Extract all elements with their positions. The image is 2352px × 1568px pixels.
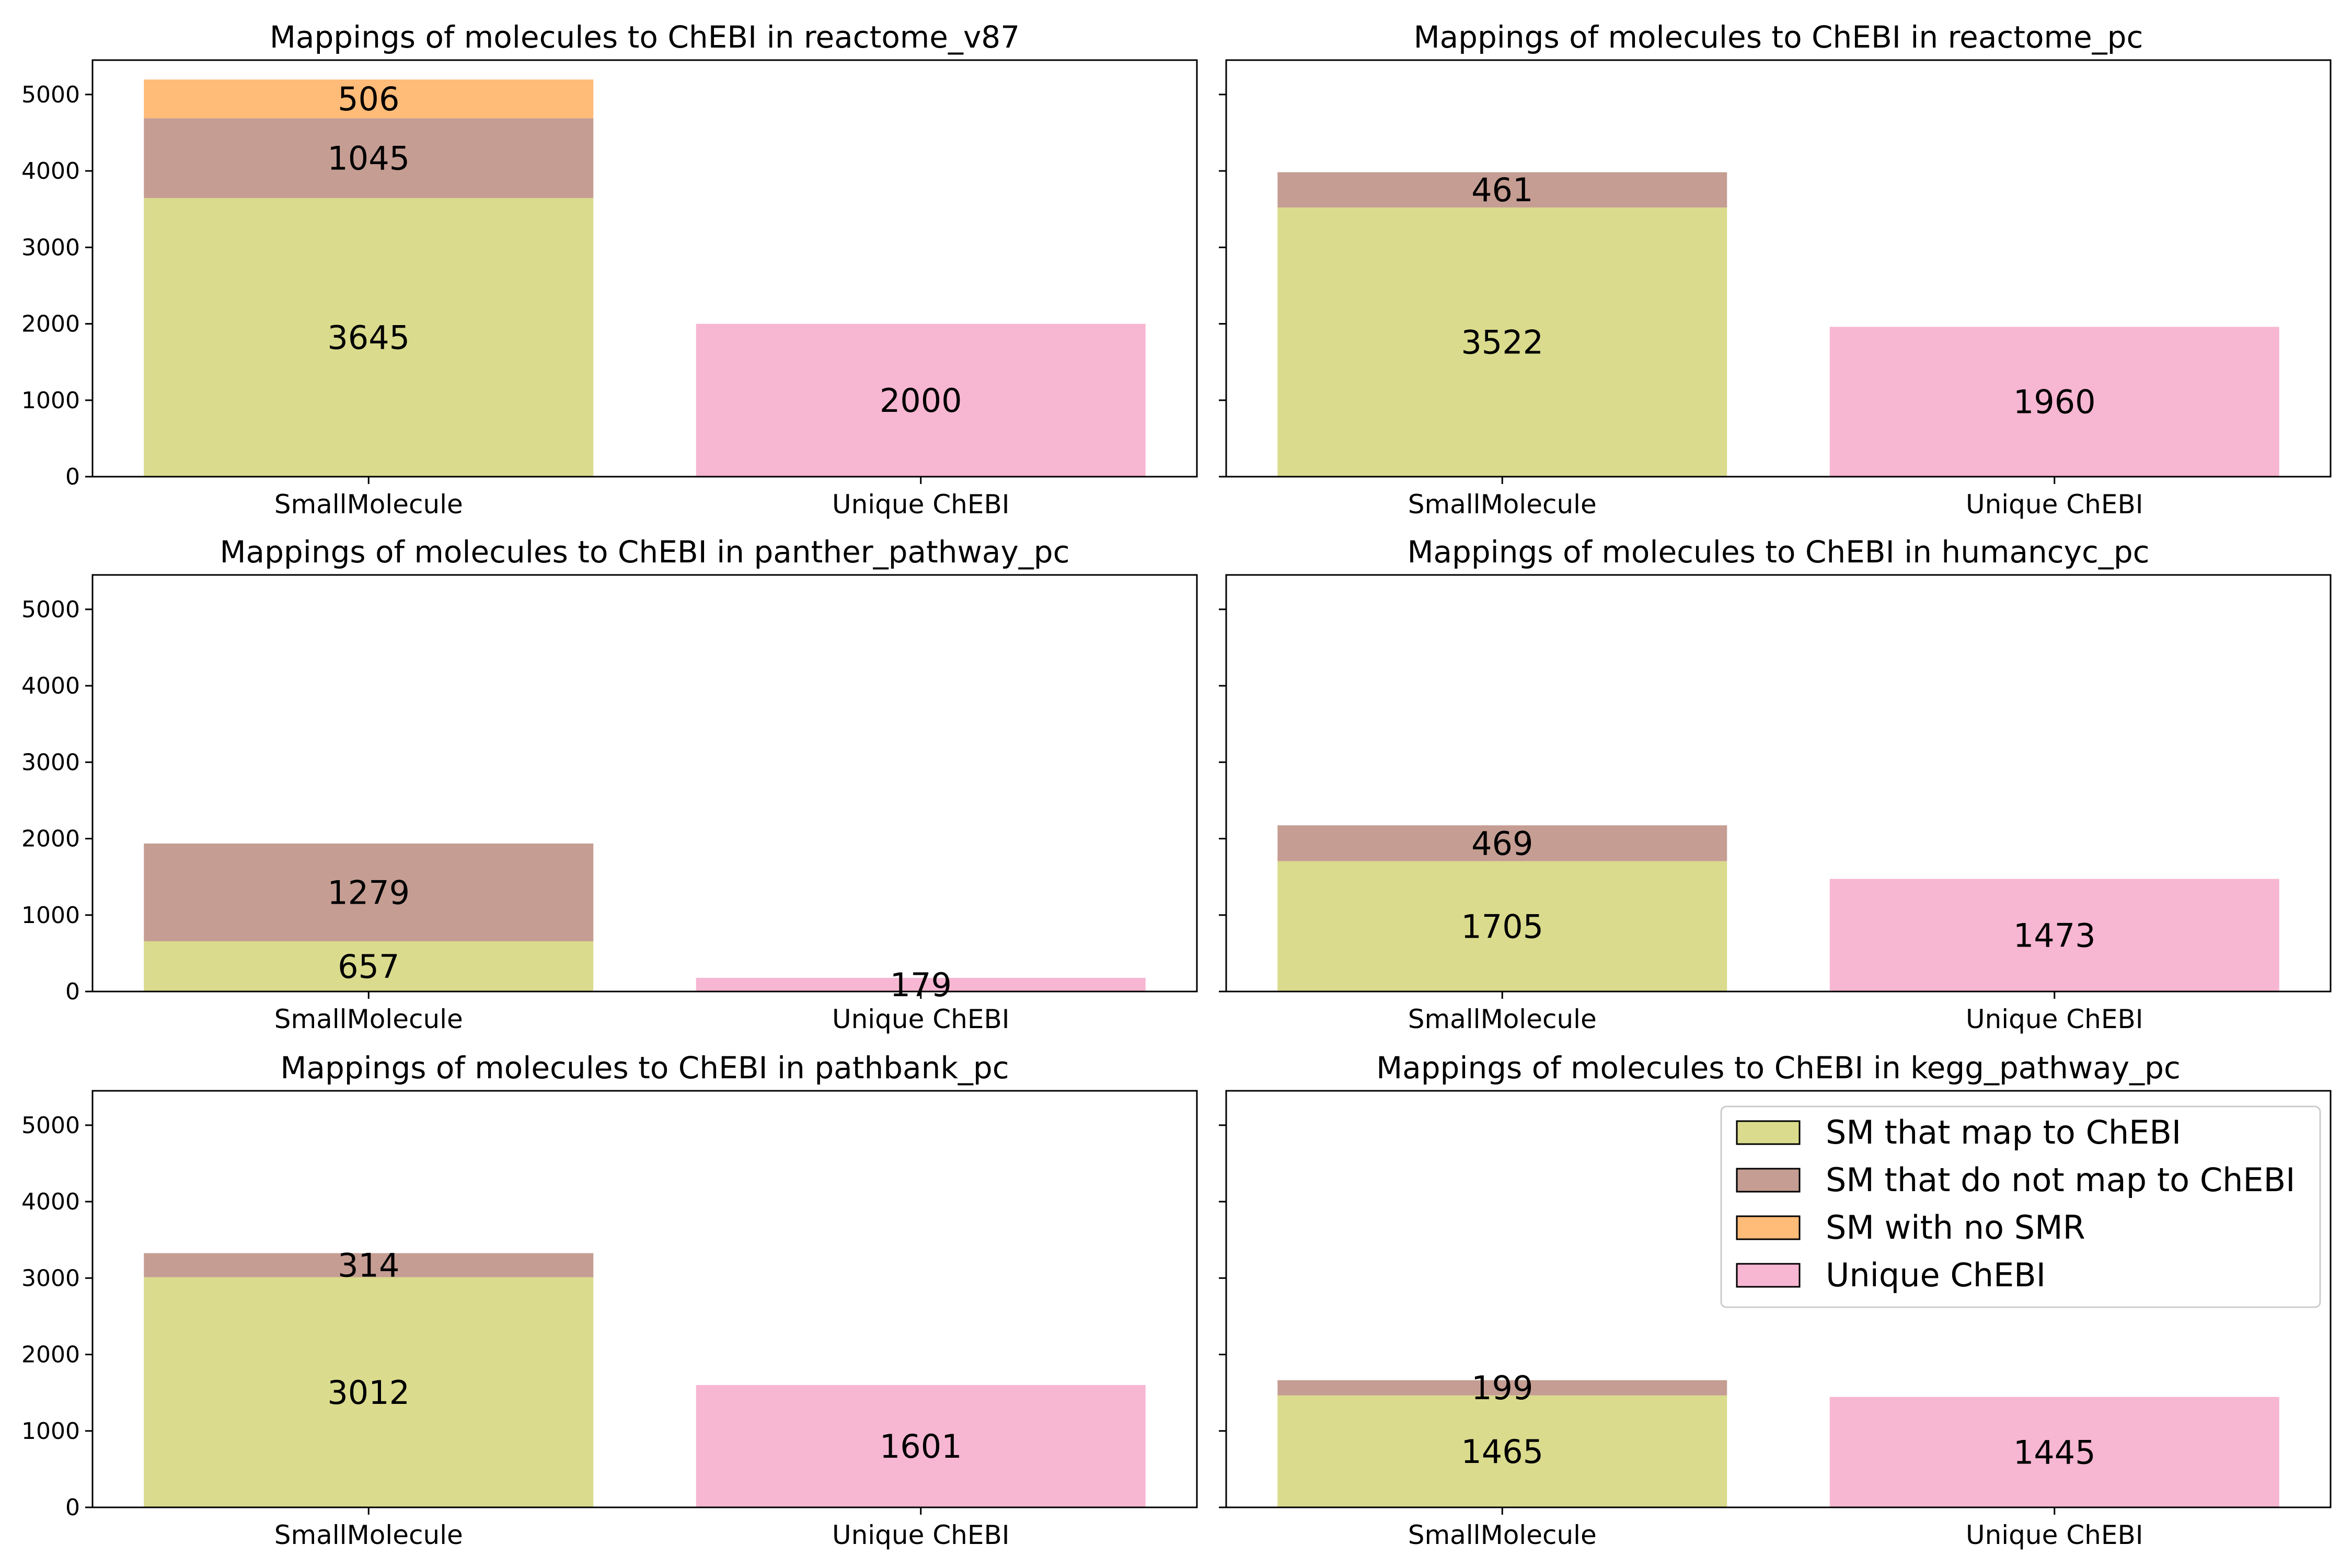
- x-tick-label: Unique ChEBI: [1966, 489, 2143, 520]
- bar-value-label: 461: [1471, 171, 1533, 209]
- x-tick-label: SmallMolecule: [1408, 1520, 1597, 1550]
- legend-label: Unique ChEBI: [1826, 1256, 2046, 1294]
- legend-box: [1720, 1105, 2321, 1308]
- bar-value-label: 506: [338, 80, 399, 118]
- y-tick-label: 0: [65, 978, 80, 1005]
- x-tick-label: SmallMolecule: [1408, 489, 1597, 520]
- legend-label: SM that do not map to ChEBI: [1826, 1161, 2295, 1199]
- panel-title: Mappings of molecules to ChEBI in pathba…: [280, 1050, 1009, 1086]
- bar-value-label: 3012: [327, 1374, 410, 1412]
- bar-sm-that-map-to-chebi: [144, 1277, 594, 1507]
- chart-panel-5: Mappings of molecules to ChEBI in pathba…: [21, 1050, 1198, 1550]
- y-tick-label: 3000: [21, 1265, 80, 1292]
- bar-sm-that-do-not-map-to-chebi: [1277, 825, 1727, 861]
- y-tick-label: 5000: [21, 596, 80, 623]
- bar-unique-chebi: [1829, 879, 2279, 991]
- bar-sm-that-do-not-map-to-chebi: [1277, 172, 1727, 207]
- y-tick-label: 1000: [21, 387, 80, 414]
- chart-panel-3: Mappings of molecules to ChEBI in panthe…: [21, 534, 1198, 1034]
- bar-sm-that-map-to-chebi: [144, 198, 594, 477]
- x-tick-label: SmallMolecule: [274, 1520, 463, 1550]
- chart-panel-4: Mappings of molecules to ChEBI in humanc…: [1219, 534, 2332, 1034]
- bar-value-label: 1279: [327, 873, 410, 912]
- axes-frame: [91, 59, 1198, 478]
- panel-title: Mappings of molecules to ChEBI in panthe…: [220, 534, 1069, 570]
- x-tick-label: SmallMolecule: [1408, 1004, 1597, 1034]
- panel-title: Mappings of molecules to ChEBI in humanc…: [1407, 534, 2149, 570]
- bar-unique-chebi: [1829, 1397, 2279, 1507]
- bar-value-label: 1445: [2013, 1433, 2096, 1471]
- axes-frame: [1225, 59, 2332, 478]
- bar-value-label: 3645: [327, 318, 410, 356]
- y-tick-label: 5000: [21, 1112, 80, 1139]
- bar-sm-that-do-not-map-to-chebi: [144, 843, 594, 941]
- panel-title: Mappings of molecules to ChEBI in reacto…: [1414, 19, 2143, 55]
- bar-value-label: 2000: [880, 382, 962, 420]
- bar-sm-that-map-to-chebi: [1277, 207, 1727, 477]
- bar-unique-chebi: [1829, 327, 2279, 477]
- panel-title: Mappings of molecules to ChEBI in reacto…: [270, 19, 1020, 55]
- legend: SM that map to ChEBI SM that do not map t…: [1720, 1105, 2321, 1308]
- x-tick-label: SmallMolecule: [274, 489, 463, 520]
- y-tick-label: 4000: [21, 158, 80, 185]
- y-tick-label: 4000: [21, 673, 80, 699]
- bar-value-label: 1705: [1461, 907, 1543, 946]
- y-tick-label: 1000: [21, 1418, 80, 1445]
- chart-panel-1: Mappings of molecules to ChEBI in reacto…: [21, 19, 1198, 520]
- legend-swatch-sm-that-map-to-chebi: [1736, 1120, 1801, 1145]
- y-tick-label: 2000: [21, 1342, 80, 1368]
- y-tick-label: 2000: [21, 826, 80, 852]
- x-tick-label: Unique ChEBI: [832, 489, 1010, 520]
- y-tick-label: 3000: [21, 749, 80, 776]
- x-tick-label: Unique ChEBI: [1966, 1520, 2143, 1550]
- bar-sm-that-do-not-map-to-chebi: [144, 1253, 594, 1277]
- bar-sm-that-do-not-map-to-chebi: [1277, 1380, 1727, 1396]
- y-tick-label: 0: [65, 1494, 80, 1521]
- bar-unique-chebi: [696, 1385, 1146, 1507]
- panel-title: Mappings of molecules to ChEBI in kegg_p…: [1376, 1050, 2181, 1086]
- bar-sm-that-do-not-map-to-chebi: [144, 118, 594, 198]
- bar-unique-chebi: [696, 977, 1146, 991]
- x-tick-label: Unique ChEBI: [832, 1004, 1010, 1034]
- bar-value-label: 3522: [1461, 323, 1543, 361]
- bar-value-label: 314: [338, 1247, 399, 1285]
- bar-sm-that-map-to-chebi: [1277, 1395, 1727, 1507]
- x-tick-label: Unique ChEBI: [1966, 1004, 2143, 1034]
- chart-panel-6: Mappings of molecules to ChEBI in kegg_p…: [1219, 1050, 2332, 1550]
- axes-frame: [91, 574, 1198, 993]
- legend-swatch-sm-with-no-smr: [1736, 1215, 1801, 1240]
- bar-value-label: 199: [1471, 1369, 1533, 1407]
- bar-sm-that-map-to-chebi: [144, 941, 594, 991]
- bar-value-label: 1473: [2013, 916, 2096, 954]
- x-tick-label: SmallMolecule: [274, 1004, 463, 1034]
- chart-panel-2: Mappings of molecules to ChEBI in reacto…: [1219, 19, 2332, 520]
- bar-value-label: 1601: [880, 1427, 962, 1466]
- bar-sm-that-map-to-chebi: [1277, 861, 1727, 991]
- y-tick-label: 5000: [21, 82, 80, 108]
- axes-frame: [1225, 1090, 2332, 1508]
- bar-unique-chebi: [696, 324, 1146, 477]
- y-tick-label: 1000: [21, 902, 80, 929]
- y-tick-label: 4000: [21, 1189, 80, 1215]
- x-tick-label: Unique ChEBI: [832, 1520, 1010, 1550]
- legend-swatch-sm-that-do-not-map-to-chebi: [1736, 1168, 1801, 1193]
- axes-frame: [1225, 574, 2332, 993]
- bar-value-label: 657: [338, 948, 399, 986]
- legend-swatch-unique-chebi: [1736, 1263, 1801, 1288]
- bar-value-label: 469: [1471, 824, 1533, 862]
- bar-sm-with-no-smr: [144, 79, 594, 119]
- y-tick-label: 0: [65, 464, 80, 490]
- legend-label: SM with no SMR: [1826, 1208, 2085, 1247]
- axes-frame: [91, 1090, 1198, 1508]
- bar-value-label: 1045: [327, 140, 410, 178]
- bar-value-label: 1465: [1461, 1433, 1543, 1471]
- bar-value-label: 1960: [2013, 383, 2096, 421]
- y-tick-label: 3000: [21, 234, 80, 261]
- legend-label: SM that map to ChEBI: [1826, 1113, 2181, 1151]
- y-tick-label: 2000: [21, 311, 80, 338]
